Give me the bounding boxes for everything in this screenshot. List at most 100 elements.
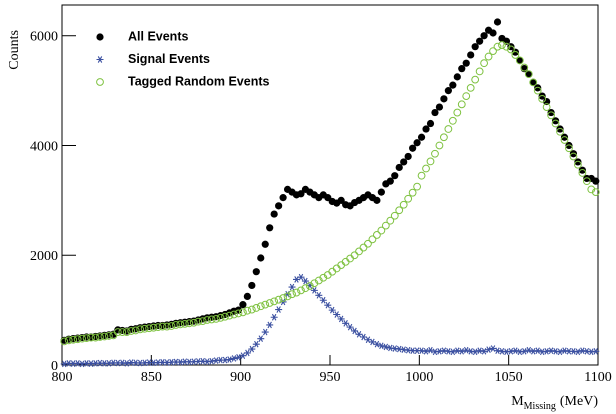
point xyxy=(466,83,475,92)
point xyxy=(243,292,251,301)
point xyxy=(444,87,452,95)
point xyxy=(440,133,448,142)
point xyxy=(346,323,354,331)
point xyxy=(404,194,413,203)
point xyxy=(275,306,283,313)
point xyxy=(520,63,529,72)
point xyxy=(498,41,506,49)
point xyxy=(449,348,457,356)
point xyxy=(297,286,305,295)
point xyxy=(252,340,260,348)
point xyxy=(458,65,466,73)
point xyxy=(524,70,533,79)
point xyxy=(60,337,69,346)
point xyxy=(435,141,444,150)
x-label-unit: (MeV) xyxy=(560,394,598,409)
point xyxy=(480,59,489,68)
point xyxy=(145,324,154,333)
point xyxy=(105,332,113,340)
point xyxy=(131,326,140,335)
point xyxy=(324,301,332,309)
y-tick-label: 6000 xyxy=(30,30,58,45)
point xyxy=(248,345,256,353)
point xyxy=(435,103,444,111)
point xyxy=(265,299,274,307)
point xyxy=(578,169,587,177)
x-tick-label: 800 xyxy=(52,370,73,385)
point xyxy=(551,119,560,128)
point xyxy=(301,284,310,293)
point xyxy=(377,226,386,235)
point xyxy=(275,202,283,210)
point xyxy=(100,332,109,341)
point xyxy=(198,317,207,325)
point xyxy=(417,171,426,180)
point xyxy=(511,347,519,355)
x-tick-label: 1050 xyxy=(495,370,523,385)
point xyxy=(261,240,269,248)
point xyxy=(587,185,596,194)
point xyxy=(458,347,466,355)
point xyxy=(511,51,520,59)
point xyxy=(457,100,466,109)
point xyxy=(565,144,573,153)
point xyxy=(359,243,368,252)
point xyxy=(279,194,287,202)
x-tick-label: 950 xyxy=(320,370,341,385)
point xyxy=(534,84,542,92)
point xyxy=(542,103,551,111)
point xyxy=(547,111,555,120)
point xyxy=(480,32,488,40)
point xyxy=(591,188,600,197)
point xyxy=(516,56,524,65)
point xyxy=(551,117,560,125)
point xyxy=(507,45,515,54)
point xyxy=(462,59,470,67)
point xyxy=(368,235,377,244)
point xyxy=(422,125,430,133)
point xyxy=(386,177,394,185)
legend-marker xyxy=(96,78,104,86)
point xyxy=(176,320,185,329)
point xyxy=(297,273,305,281)
point xyxy=(582,177,591,186)
point xyxy=(333,311,341,318)
point xyxy=(426,157,435,166)
x-label-symbol: M xyxy=(511,394,524,409)
point xyxy=(489,29,497,37)
point xyxy=(283,292,292,301)
point xyxy=(203,316,212,324)
point xyxy=(158,322,167,331)
point xyxy=(248,281,256,290)
point xyxy=(261,300,270,309)
point xyxy=(431,108,439,117)
point xyxy=(230,310,238,319)
legend-label: Signal Events xyxy=(128,52,210,66)
point xyxy=(381,221,390,230)
legend-marker xyxy=(96,33,104,41)
point xyxy=(266,224,274,232)
point xyxy=(337,315,345,323)
point xyxy=(431,149,439,158)
point xyxy=(342,319,350,327)
point xyxy=(314,276,323,285)
point xyxy=(556,127,564,136)
point xyxy=(373,231,381,239)
point xyxy=(534,347,542,355)
point xyxy=(91,333,100,342)
point xyxy=(462,92,471,100)
legend-label: All Events xyxy=(128,29,188,43)
point xyxy=(520,347,528,355)
point xyxy=(207,315,216,324)
point xyxy=(350,251,359,260)
x-tick-label: 1100 xyxy=(584,370,611,385)
x-axis-label: MMissing (MeV) xyxy=(511,394,598,412)
point xyxy=(127,327,136,335)
point xyxy=(426,119,435,128)
point xyxy=(395,163,403,172)
point xyxy=(422,347,430,355)
point xyxy=(96,333,104,341)
point xyxy=(475,67,484,76)
point xyxy=(136,325,145,334)
point xyxy=(525,346,533,354)
